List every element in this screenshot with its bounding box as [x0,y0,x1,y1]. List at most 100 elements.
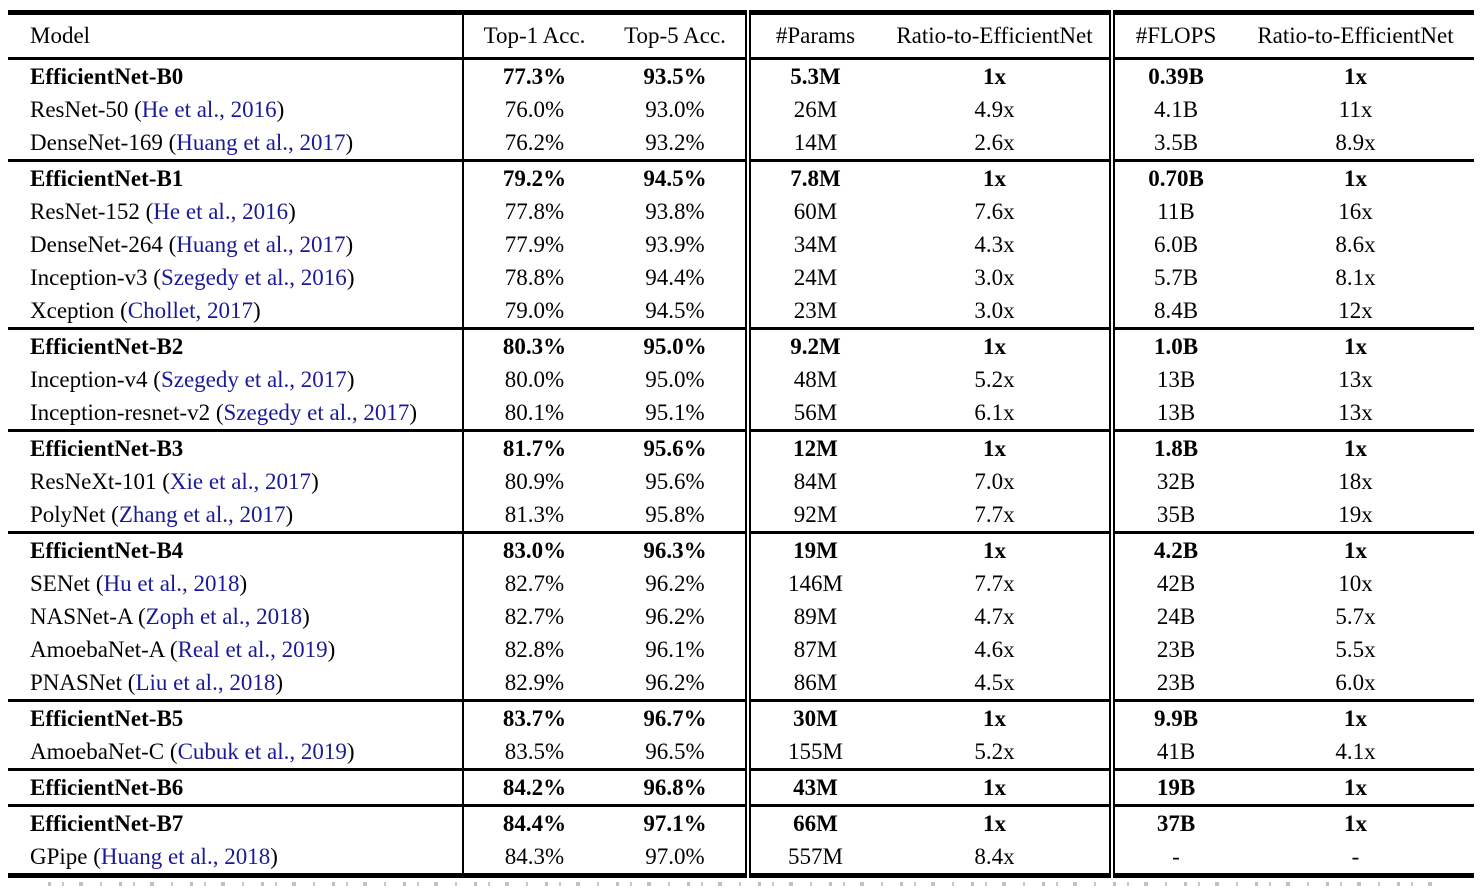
cell-top1: 81.7% [462,430,605,465]
model-name: Inception-v3 [30,264,148,290]
citation-link[interactable]: Szegedy et al., 2016 [160,264,347,290]
table-row: Inception-v4 (Szegedy et al., 2017) 80.0%… [8,363,1474,396]
cell-flops: 24B [1109,600,1237,633]
model-cell: DenseNet-264 (Huang et al., 2017) [30,231,354,257]
cell-flops-ratio: 8.1x [1335,264,1376,290]
cell-top1: 80.3% [462,328,605,363]
cell-top5: 94.5% [643,165,707,191]
cell-top5: 93.2% [645,129,705,155]
cell-params: 84M [745,465,880,498]
cell-flops: 8.4B [1109,294,1237,329]
model-cell: Inception-v3 (Szegedy et al., 2016) [30,264,355,290]
model-name: AmoebaNet-A [30,636,165,662]
cell-params: 43M [745,769,880,806]
model-cell: PNASNet (Liu et al., 2018) [30,669,283,695]
table-row: EfficientNet-B2 80.3% 95.0% 9.2M 1x 1.0B 1x [8,328,1474,363]
table-row: EfficientNet-B4 83.0% 96.3% 19M 1x 4.2B 1x [8,532,1474,567]
cell-top5: 96.3% [643,537,707,563]
table-row: EfficientNet-B7 84.4% 97.1% 66M 1x 37B 1x [8,805,1474,840]
cell-params: 155M [745,735,880,770]
citation-link[interactable]: Xie et al., 2017 [169,468,312,494]
citation-link[interactable]: Chollet, 2017 [127,297,253,323]
model-name: EfficientNet-B5 [30,705,184,731]
table-row: AmoebaNet-C (Cubuk et al., 2019) 83.5% 96.… [8,735,1474,770]
cell-top1: 83.7% [462,700,605,735]
cell-top1: 78.8% [462,261,605,294]
citation-link[interactable]: Liu et al., 2018 [135,669,276,695]
cell-flops: 6.0B [1109,228,1237,261]
cell-top5: 94.5% [645,297,705,323]
cell-top1: 83.5% [462,735,605,770]
cell-params: 89M [745,600,880,633]
cell-top1: 82.7% [462,567,605,600]
cell-flops: 1.8B [1109,430,1237,465]
table-row: Inception-v3 (Szegedy et al., 2016) 78.8%… [8,261,1474,294]
cell-params-ratio: 4.9x [974,96,1015,122]
table-row: NASNet-A (Zoph et al., 2018) 82.7% 96.2% 89… [8,600,1474,633]
citation-link[interactable]: He et al., 2016 [141,96,277,122]
citation-link[interactable]: Cubuk et al., 2019 [177,738,347,764]
model-group-b0: EfficientNet-B0 77.3% 93.5% 5.3M 1x 0.39B 1x Re… [8,58,1474,161]
citation-link[interactable]: Huang et al., 2018 [100,843,271,869]
model-name: AmoebaNet-C [30,738,165,764]
cell-top1: 84.2% [462,769,605,806]
cell-top5: 95.6% [645,468,705,494]
cell-flops-ratio: - [1351,843,1360,869]
citation-link[interactable]: Hu et al., 2018 [103,570,240,596]
cell-top5: 93.5% [643,63,707,89]
model-cell: ResNeXt-101 (Xie et al., 2017) [30,468,319,494]
model-group-b5: EfficientNet-B5 83.7% 96.7% 30M 1x 9.9B 1x Amoe… [8,700,1474,770]
citation-link[interactable]: Zhang et al., 2017 [118,501,286,527]
model-cell: SENet (Hu et al., 2018) [30,570,248,596]
cell-flops-ratio: 1x [1344,774,1367,800]
cell-params-ratio: 4.5x [974,669,1015,695]
citation-link[interactable]: He et al., 2016 [153,198,289,224]
model-name: Inception-resnet-v2 [30,399,211,425]
cell-flops: - [1109,840,1237,876]
cell-top1: 82.7% [462,600,605,633]
model-group-b4: EfficientNet-B4 83.0% 96.3% 19M 1x 4.2B 1x SENe… [8,532,1474,701]
cell-flops: 23B [1109,666,1237,701]
cell-flops-ratio: 11x [1338,96,1373,122]
table-row: GPipe (Huang et al., 2018) 84.3% 97.0% 557M… [8,840,1474,876]
cell-params: 19M [745,532,880,567]
citation-link[interactable]: Szegedy et al., 2017 [160,366,347,392]
cell-params: 56M [745,396,880,431]
table-row: PNASNet (Liu et al., 2018) 82.9% 96.2% 86M 4… [8,666,1474,701]
cell-top5: 93.0% [645,96,705,122]
model-name: PNASNet [30,669,123,695]
cell-params-ratio: 5.2x [974,738,1015,764]
cell-top5: 95.0% [645,366,705,392]
cell-flops: 37B [1109,805,1237,840]
model-cell: PolyNet (Zhang et al., 2017) [30,501,294,527]
citation-link[interactable]: Huang et al., 2017 [176,129,346,155]
citation-link[interactable]: Zoph et al., 2018 [145,603,303,629]
cell-top5: 95.1% [645,399,705,425]
cell-params: 557M [745,840,880,876]
table-row: ResNet-152 (He et al., 2016) 77.8% 93.8% 60… [8,195,1474,228]
cell-flops: 0.70B [1109,160,1237,195]
model-name: Xception [30,297,115,323]
model-name: NASNet-A [30,603,133,629]
model-cell: EfficientNet-B0 [8,59,463,94]
cell-top5: 95.0% [643,333,707,359]
model-name: EfficientNet-B3 [30,435,184,461]
table-row: ResNeXt-101 (Xie et al., 2017) 80.9% 95.6%… [8,465,1474,498]
cell-flops-ratio: 5.7x [1335,603,1376,629]
cell-flops: 13B [1109,363,1237,396]
cell-flops-ratio: 19x [1338,501,1373,527]
model-cell: AmoebaNet-A (Real et al., 2019) [30,636,336,662]
model-cell: GPipe (Huang et al., 2018) [30,843,278,869]
citation-link[interactable]: Real et al., 2019 [177,636,328,662]
cell-flops-ratio: 1x [1344,63,1367,89]
cell-top5: 97.0% [645,843,705,869]
citation-link[interactable]: Huang et al., 2017 [176,231,346,257]
cell-flops: 13B [1109,396,1237,431]
cell-top1: 77.9% [462,228,605,261]
cell-params-ratio: 1x [983,810,1006,836]
cell-params: 14M [745,126,880,161]
citation-link[interactable]: Szegedy et al., 2017 [223,399,410,425]
table-row: EfficientNet-B5 83.7% 96.7% 30M 1x 9.9B 1x [8,700,1474,735]
model-cell: Inception-resnet-v2 (Szegedy et al., 201… [30,399,418,425]
